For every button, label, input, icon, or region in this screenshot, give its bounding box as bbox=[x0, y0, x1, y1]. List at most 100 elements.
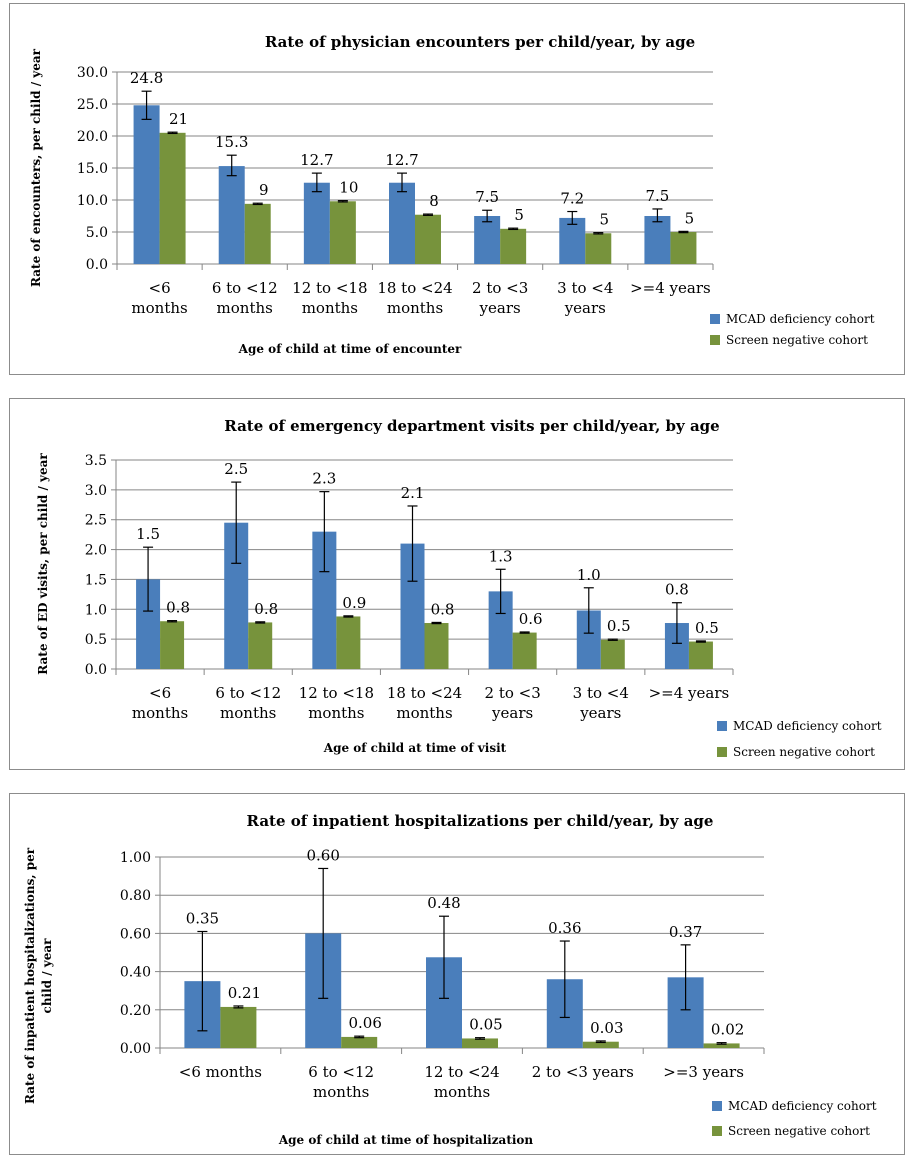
bar-screen bbox=[512, 632, 537, 669]
data-label: 24.8 bbox=[130, 69, 163, 87]
data-label: 0.8 bbox=[431, 600, 455, 618]
x-tick-label: 18 to <24 months bbox=[377, 279, 452, 317]
data-label: 7.2 bbox=[560, 190, 584, 208]
bar-screen bbox=[244, 203, 271, 264]
x-tick-label: 12 to <24 months bbox=[424, 1063, 499, 1101]
data-label: 12.7 bbox=[300, 151, 333, 169]
bar-screen bbox=[336, 616, 361, 669]
x-tick-label: <6 months bbox=[132, 684, 188, 722]
x-tick-label: 6 to <12 months bbox=[215, 684, 281, 722]
x-tick-label: 2 to <3 years bbox=[532, 1063, 634, 1081]
x-axis-title: Age of child at time of visit bbox=[323, 741, 507, 755]
data-label: 21 bbox=[169, 110, 188, 128]
x-tick-label: >=4 years bbox=[630, 279, 711, 297]
bar-screen bbox=[220, 1006, 257, 1048]
y-axis-title: Rate of ED visits, per child / year bbox=[36, 453, 50, 675]
legend-label-mcad: MCAD deficiency cohort bbox=[726, 312, 875, 326]
data-label: 0.60 bbox=[306, 846, 339, 864]
y-tick-label: 0.80 bbox=[120, 888, 151, 904]
y-tick-label: 0.40 bbox=[120, 965, 151, 981]
y-axis-title: Rate of encounters, per child / year bbox=[29, 48, 43, 287]
x-tick-label: 2 to <3 years bbox=[472, 279, 528, 317]
bar-screen bbox=[462, 1038, 498, 1048]
bar-mcad bbox=[303, 182, 330, 264]
legend-label-screen: Screen negative cohort bbox=[726, 333, 868, 347]
data-label: 2.5 bbox=[224, 460, 248, 478]
bar-screen bbox=[248, 622, 273, 669]
chart-physician-encounters: Rate of physician encounters per child/y… bbox=[29, 33, 875, 356]
data-label: 9 bbox=[259, 181, 269, 199]
bar-screen bbox=[160, 621, 185, 669]
y-tick-label: 15.0 bbox=[77, 161, 108, 177]
bar-mcad bbox=[644, 216, 671, 264]
bar-screen bbox=[424, 623, 449, 669]
y-tick-label: 1.00 bbox=[120, 850, 151, 866]
chart-panel-inpatient-hospitalizations: Rate of inpatient hospitalizations per c… bbox=[9, 793, 905, 1155]
data-label: 0.8 bbox=[665, 581, 689, 599]
y-tick-label: 2.0 bbox=[85, 543, 107, 559]
data-label: 8 bbox=[429, 192, 439, 210]
y-tick-label: 0.5 bbox=[85, 632, 107, 648]
data-label: 0.6 bbox=[519, 610, 543, 628]
legend-swatch-mcad bbox=[717, 721, 727, 731]
x-tick-label: 2 to <3 years bbox=[485, 684, 541, 722]
y-tick-label: 5.0 bbox=[86, 225, 108, 241]
chart-panel-ed-visits: Rate of emergency department visits per … bbox=[9, 398, 905, 770]
bar-screen bbox=[688, 641, 713, 669]
y-tick-label: 0.60 bbox=[120, 926, 151, 942]
data-label: 7.5 bbox=[475, 188, 499, 206]
bar-mcad bbox=[133, 105, 160, 264]
legend-label-screen: Screen negative cohort bbox=[728, 1124, 870, 1138]
y-tick-label: 30.0 bbox=[77, 65, 108, 81]
x-tick-label: 3 to <4 years bbox=[557, 279, 613, 317]
y-tick-label: 1.0 bbox=[85, 602, 107, 618]
data-label: 12.7 bbox=[385, 151, 418, 169]
chart-inpatient-hospitalizations: Rate of inpatient hospitalizations per c… bbox=[23, 812, 877, 1147]
data-label: 1.0 bbox=[577, 566, 601, 584]
data-label: 0.5 bbox=[695, 619, 719, 637]
data-label: 0.36 bbox=[548, 919, 581, 937]
data-label: 10 bbox=[339, 179, 358, 197]
chart-title: Rate of inpatient hospitalizations per c… bbox=[247, 812, 714, 830]
bar-screen bbox=[585, 233, 612, 264]
data-label: 7.5 bbox=[645, 187, 669, 205]
data-label: 0.35 bbox=[186, 909, 219, 927]
bar-screen bbox=[703, 1043, 740, 1048]
x-tick-label: 6 to <12 months bbox=[308, 1063, 374, 1101]
data-label: 0.8 bbox=[166, 599, 190, 617]
bar-mcad bbox=[218, 166, 245, 264]
x-tick-label: >=4 years bbox=[649, 684, 730, 702]
data-label: 15.3 bbox=[215, 133, 248, 151]
y-tick-label: 25.0 bbox=[77, 97, 108, 113]
data-label: 0.03 bbox=[590, 1019, 623, 1037]
bar-screen bbox=[600, 639, 625, 669]
legend-label-mcad: MCAD deficiency cohort bbox=[728, 1099, 877, 1113]
data-label: 0.8 bbox=[254, 600, 278, 618]
bar-screen bbox=[341, 1036, 378, 1048]
legend-swatch-mcad bbox=[712, 1101, 722, 1111]
data-label: 5 bbox=[514, 206, 524, 224]
data-label: 0.21 bbox=[228, 984, 261, 1002]
y-tick-label: 2.5 bbox=[85, 513, 107, 529]
bar-screen bbox=[329, 201, 356, 264]
data-label: 2.3 bbox=[312, 470, 336, 488]
y-tick-label: 0.0 bbox=[85, 662, 107, 678]
x-tick-label: 18 to <24 months bbox=[387, 684, 462, 722]
data-label: 5 bbox=[600, 211, 610, 229]
x-tick-label: 12 to <18 months bbox=[299, 684, 374, 722]
x-tick-label: 3 to <4 years bbox=[573, 684, 629, 722]
x-tick-label: >=3 years bbox=[663, 1063, 744, 1081]
y-tick-label: 3.0 bbox=[85, 483, 107, 499]
data-label: 2.1 bbox=[401, 484, 425, 502]
y-tick-label: 1.5 bbox=[85, 572, 107, 588]
bar-mcad bbox=[389, 182, 415, 264]
data-label: 5 bbox=[685, 209, 695, 227]
x-tick-label: <6 months bbox=[131, 279, 187, 317]
y-tick-label: 20.0 bbox=[77, 129, 108, 145]
legend-swatch-mcad bbox=[710, 314, 720, 324]
chart-title: Rate of emergency department visits per … bbox=[224, 417, 719, 435]
data-label: 1.5 bbox=[136, 525, 160, 543]
y-tick-label: 10.0 bbox=[77, 193, 108, 209]
chart-ed-visits: Rate of emergency department visits per … bbox=[36, 417, 882, 759]
data-label: 0.06 bbox=[348, 1014, 381, 1032]
